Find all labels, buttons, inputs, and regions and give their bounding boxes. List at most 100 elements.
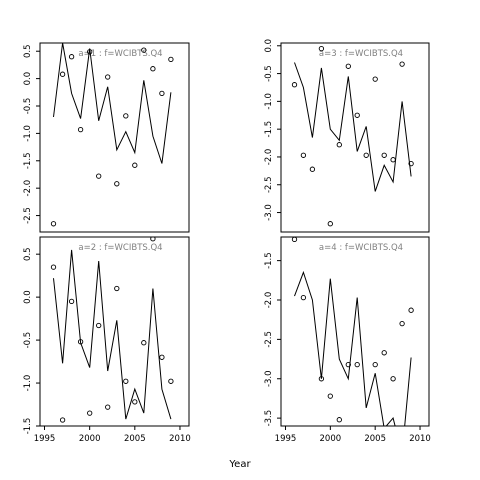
data-point — [123, 378, 129, 384]
data-point — [318, 45, 325, 52]
data-point — [300, 294, 307, 301]
y-tick-label: -3.0 — [264, 204, 274, 221]
y-tick-label: -3.0 — [264, 370, 274, 387]
data-point — [390, 157, 396, 163]
y-tick-label: -1.0 — [23, 125, 33, 142]
y-tick-label: 0.0 — [23, 290, 33, 304]
data-point — [336, 142, 342, 148]
data-point — [105, 74, 111, 80]
panel-bottom-right: a=4 : f=WCIBTS.Q4 -1.5 -2.0 -2.5 -3.0 -3.5199… — [264, 236, 431, 444]
data-point — [150, 66, 156, 72]
panel-top-left: a=1 : f=WCIBTS.Q4 0.5 0.0 -0.5 -1.0 -1.5 -2.0 -… — [23, 42, 190, 233]
panel-frame — [280, 42, 430, 233]
panel-title: a=3 : f=WCIBTS.Q4 — [319, 49, 403, 59]
data-point — [327, 393, 333, 399]
data-point — [68, 54, 75, 60]
data-point — [59, 417, 66, 423]
y-tick-label: -0.5 — [23, 332, 33, 349]
data-point — [318, 376, 325, 382]
data-point — [363, 152, 369, 158]
y-tick-label: -1.5 — [264, 252, 274, 269]
panel-data — [50, 43, 174, 227]
panel-title: a=1 : f=WCIBTS.Q4 — [78, 49, 162, 59]
y-tick-label: 0.5 — [23, 44, 33, 58]
data-point — [114, 181, 120, 187]
data-point — [87, 49, 93, 55]
y-tick-label: 0.0 — [23, 72, 33, 86]
data-point — [381, 350, 387, 356]
data-point — [399, 320, 405, 327]
data-point — [159, 354, 165, 360]
data-point — [96, 322, 102, 329]
data-point — [336, 417, 342, 423]
y-tick-label: 0.0 — [264, 39, 274, 53]
y-tick-label: -2.0 — [23, 180, 33, 197]
panel-data — [291, 45, 414, 227]
data-point — [372, 361, 378, 368]
data-point — [132, 162, 138, 168]
y-tick-label: -1.0 — [264, 93, 274, 110]
series-line — [294, 62, 412, 192]
y-tick-label: -0.5 — [23, 98, 33, 115]
data-point — [96, 173, 102, 179]
data-point — [309, 166, 316, 172]
panel-top-right: a=3 : f=WCIBTS.Q4 0.0 -0.5 -1.0 -1.5 -2.0 -2.5… — [264, 39, 430, 233]
data-point — [168, 378, 174, 384]
data-point — [399, 61, 405, 67]
x-tick-label: 2005 — [124, 434, 146, 444]
data-point — [141, 340, 147, 346]
panel-data — [291, 237, 414, 426]
figure-xlabel: Year — [228, 459, 251, 470]
y-tick-label: -1.5 — [264, 121, 274, 138]
x-tick-label: 1995 — [275, 434, 297, 444]
data-point — [300, 152, 307, 158]
series-line — [53, 249, 172, 420]
y-tick-label: -2.0 — [264, 149, 274, 166]
y-tick-label: -2.5 — [264, 331, 274, 348]
data-point — [123, 113, 129, 119]
data-point — [372, 76, 378, 82]
data-point — [50, 264, 57, 270]
y-tick-label: 0.5 — [23, 247, 33, 261]
data-point — [408, 307, 414, 313]
data-point — [105, 404, 111, 410]
panel-title: a=2 : f=WCIBTS.Q4 — [78, 243, 162, 253]
data-point — [50, 221, 57, 227]
data-point — [150, 237, 156, 242]
data-point — [141, 47, 147, 53]
x-tick-label: 1995 — [34, 434, 56, 444]
data-point — [354, 361, 360, 368]
x-tick-label: 2000 — [320, 434, 342, 444]
data-point — [87, 410, 93, 416]
data-point — [354, 112, 360, 118]
data-point — [77, 126, 84, 133]
y-tick-label: -2.0 — [264, 292, 274, 309]
data-point — [77, 339, 84, 345]
data-point — [345, 63, 351, 69]
y-tick-label: -0.5 — [264, 65, 274, 82]
series-line — [53, 43, 172, 164]
y-tick-label: -2.5 — [264, 176, 274, 193]
data-point — [132, 399, 138, 405]
panels: a=1 : f=WCIBTS.Q4 0.5 0.0 -0.5 -1.0 -1.5 -2.0 -… — [23, 39, 431, 444]
panel-frame — [39, 236, 190, 427]
data-point — [381, 152, 387, 158]
panel-data — [50, 237, 174, 423]
data-point — [168, 56, 174, 63]
panel-frame — [39, 42, 190, 233]
y-tick-label: -1.5 — [23, 418, 33, 435]
data-point — [114, 285, 120, 292]
data-point — [345, 361, 351, 368]
panel-frame — [280, 236, 430, 427]
data-point — [159, 90, 165, 97]
panel-title: a=4 : f=WCIBTS.Q4 — [319, 243, 403, 253]
data-point — [327, 221, 333, 227]
data-point — [408, 160, 414, 167]
x-tick-label: 2005 — [364, 434, 386, 444]
x-tick-label: 2010 — [409, 434, 431, 444]
y-tick-label: -3.5 — [264, 410, 274, 427]
x-tick-label: 2000 — [79, 434, 101, 444]
